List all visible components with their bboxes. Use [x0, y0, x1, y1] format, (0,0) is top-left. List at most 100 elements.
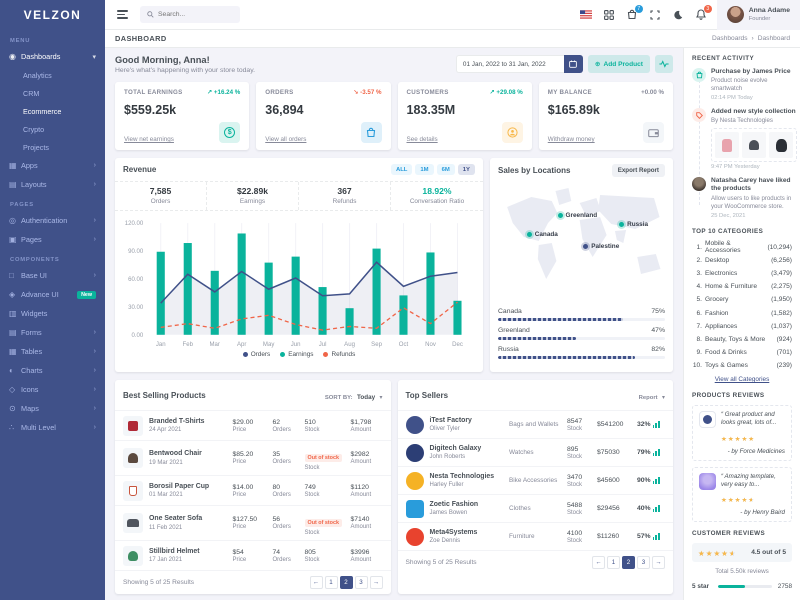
pagination-page-1[interactable]: 1	[607, 556, 620, 569]
sidebar-item-tables[interactable]: ▦ Tables ›	[9, 347, 96, 356]
tab-1m[interactable]: 1M	[415, 164, 434, 175]
apps-icon: ▦	[9, 161, 17, 170]
seller-company-link[interactable]: Digitech Galaxy	[429, 444, 482, 452]
sidebar-item-authentication[interactable]: ◎ Authentication ›	[9, 216, 96, 225]
product-name-link[interactable]: Bentwood Chair	[149, 450, 202, 458]
category-link[interactable]: Toys & Games	[705, 362, 748, 370]
category-link[interactable]: Food & Drinks	[705, 349, 747, 357]
pagination-page-3[interactable]: 3	[637, 556, 650, 569]
tab-6m[interactable]: 6M	[436, 164, 455, 175]
location-row-russia: Russia 82%	[498, 346, 665, 359]
product-name-link[interactable]: Branded T-Shirts	[149, 417, 205, 425]
category-link[interactable]: Grocery	[705, 296, 729, 304]
pagination-page-2[interactable]: 2	[622, 556, 635, 569]
see-details-link[interactable]: See details	[406, 136, 438, 143]
withdraw-money-link[interactable]: Withdraw money	[547, 136, 595, 143]
report-dropdown[interactable]: Report ▾	[638, 395, 665, 401]
sidebar-item-multi-level[interactable]: ∴ Multi Level ›	[9, 423, 96, 432]
apps-grid-icon[interactable]	[603, 9, 615, 21]
export-report-button[interactable]: Export Report	[611, 164, 665, 177]
tab-all[interactable]: ALL	[390, 164, 413, 175]
sidebar-item-base-ui[interactable]: □ Base UI ›	[9, 271, 96, 280]
category-link[interactable]: Desktop	[705, 256, 730, 264]
legend-item: Earnings	[280, 351, 313, 358]
sidebar-item-icons[interactable]: ◇ Icons ›	[9, 385, 96, 394]
sidebar-item-charts[interactable]: ◐ Charts ›	[9, 366, 96, 375]
seller-company-link[interactable]: Zoetic Fashion	[429, 500, 479, 508]
pagination-prev[interactable]: ←	[592, 556, 605, 569]
breadcrumb: Dashboards › Dashboard	[712, 35, 790, 42]
pagination-next[interactable]: →	[369, 576, 383, 589]
view-all-categories-link[interactable]: View all Categories	[714, 376, 770, 384]
pagination-page-3[interactable]: 3	[354, 576, 368, 589]
category-link[interactable]: Mobile & Accessories	[704, 240, 741, 255]
sidebar-item-projects[interactable]: Projects	[23, 142, 49, 152]
cart-icon[interactable]: 7	[626, 4, 643, 21]
sidebar-item-analytics[interactable]: Analytics	[23, 70, 52, 80]
category-row: 9. Food & Drinks (701)	[696, 349, 793, 357]
product-thumbnail	[123, 545, 143, 566]
activity-button[interactable]	[655, 55, 673, 73]
product-thumbnail	[123, 415, 143, 436]
stat-value: $165.89k	[547, 103, 600, 117]
product-name-link[interactable]: Borosil Paper Cup	[149, 482, 210, 490]
language-flag-icon[interactable]	[579, 9, 592, 21]
category-link[interactable]: Fashion	[705, 309, 729, 317]
category-link[interactable]: Home & Furniture	[705, 283, 758, 291]
svg-text:60.00: 60.00	[128, 277, 144, 283]
view-net-earnings-link[interactable]: View net earnings	[124, 136, 174, 143]
product-name-link[interactable]: One Seater Sofa	[149, 515, 203, 523]
view-all-orders-link[interactable]: View all orders	[265, 136, 307, 143]
seller-company-link[interactable]: Nesta Technologies	[429, 472, 495, 480]
category-link[interactable]: Beauty, Toys & More	[705, 335, 766, 343]
pagination-prev[interactable]: ←	[309, 576, 323, 589]
widgets-icon: ▥	[9, 309, 17, 318]
sidebar-item-maps[interactable]: ⊙ Maps ›	[9, 404, 96, 413]
pagination-page-1[interactable]: 1	[324, 576, 338, 589]
pagination-page-2[interactable]: 2	[339, 576, 353, 589]
brand-logo[interactable]: VELZON	[23, 8, 82, 22]
sidebar-item-pages[interactable]: ▣ Pages ›	[9, 235, 96, 244]
category-link[interactable]: Electronics	[705, 270, 738, 278]
sidebar-item-forms[interactable]: ▤ Forms ›	[9, 328, 96, 337]
category-link[interactable]: Appliances	[705, 322, 738, 330]
product-name-link[interactable]: Stillbird Helmet	[149, 547, 200, 555]
date-range-input[interactable]: 01 Jan, 2022 to 31 Jan, 2022	[455, 55, 564, 73]
add-product-button[interactable]: ⊕ Add Product	[587, 55, 650, 73]
seller-owner: Zoe Dennis	[429, 538, 461, 545]
seller-company-link[interactable]: iTest Factory	[429, 416, 472, 424]
fullscreen-icon[interactable]	[649, 9, 661, 21]
sidebar-item-layouts[interactable]: ▤ Layouts ›	[9, 180, 96, 189]
product-row: Bentwood Chair 19 Mar 2021 $85.20 Price 3…	[115, 440, 391, 475]
svg-text:120.00: 120.00	[125, 221, 144, 227]
user-menu[interactable]: Anna Adame Founder	[716, 0, 800, 30]
calendar-button[interactable]	[563, 55, 583, 73]
search-input[interactable]	[158, 11, 228, 18]
dollar-icon: $	[219, 122, 241, 143]
review-quote: “ Amazing template, very easy to...	[721, 472, 776, 488]
notifications-bell-icon[interactable]: 3	[695, 4, 712, 21]
sidebar-item-dashboards[interactable]: ◉ Dashboards ▾	[9, 52, 96, 61]
sidebar-item-widgets[interactable]: ▥ Widgets	[9, 309, 48, 318]
multi-level-icon: ∴	[9, 423, 15, 432]
activity-desc: By Nesta Technologies	[711, 117, 773, 125]
breadcrumb-root[interactable]: Dashboards	[711, 35, 748, 42]
seller-row: Meta4Systems Zoe Dennis Furniture 4100 St…	[397, 522, 673, 550]
activity-title: Purchase by James Price	[711, 68, 791, 75]
activity-time: 02:14 PM Today	[711, 95, 753, 102]
sort-by-dropdown[interactable]: SORT BY: Today ▾	[324, 394, 383, 401]
sidebar-item-advance-ui[interactable]: ◈ Advance UI New	[0, 285, 105, 304]
seller-company-link[interactable]: Meta4Systems	[429, 528, 478, 536]
hamburger-menu-icon[interactable]	[117, 10, 128, 19]
pagination-next[interactable]: →	[652, 556, 665, 569]
chevron-right-icon: ›	[93, 236, 96, 243]
category-row: 8. Beauty, Toys & More (924)	[696, 335, 793, 343]
dark-mode-moon-icon[interactable]	[672, 9, 684, 21]
map-marker-russia: Russia	[619, 221, 648, 228]
wallet-icon	[643, 122, 664, 143]
tab-1y[interactable]: 1Y	[457, 164, 475, 175]
sidebar-item-apps[interactable]: ▦ Apps ›	[9, 161, 96, 170]
sidebar-item-ecommerce[interactable]: Ecommerce	[23, 106, 62, 116]
sidebar-item-crypto[interactable]: Crypto	[23, 124, 45, 134]
sidebar-item-crm[interactable]: CRM	[23, 88, 40, 98]
